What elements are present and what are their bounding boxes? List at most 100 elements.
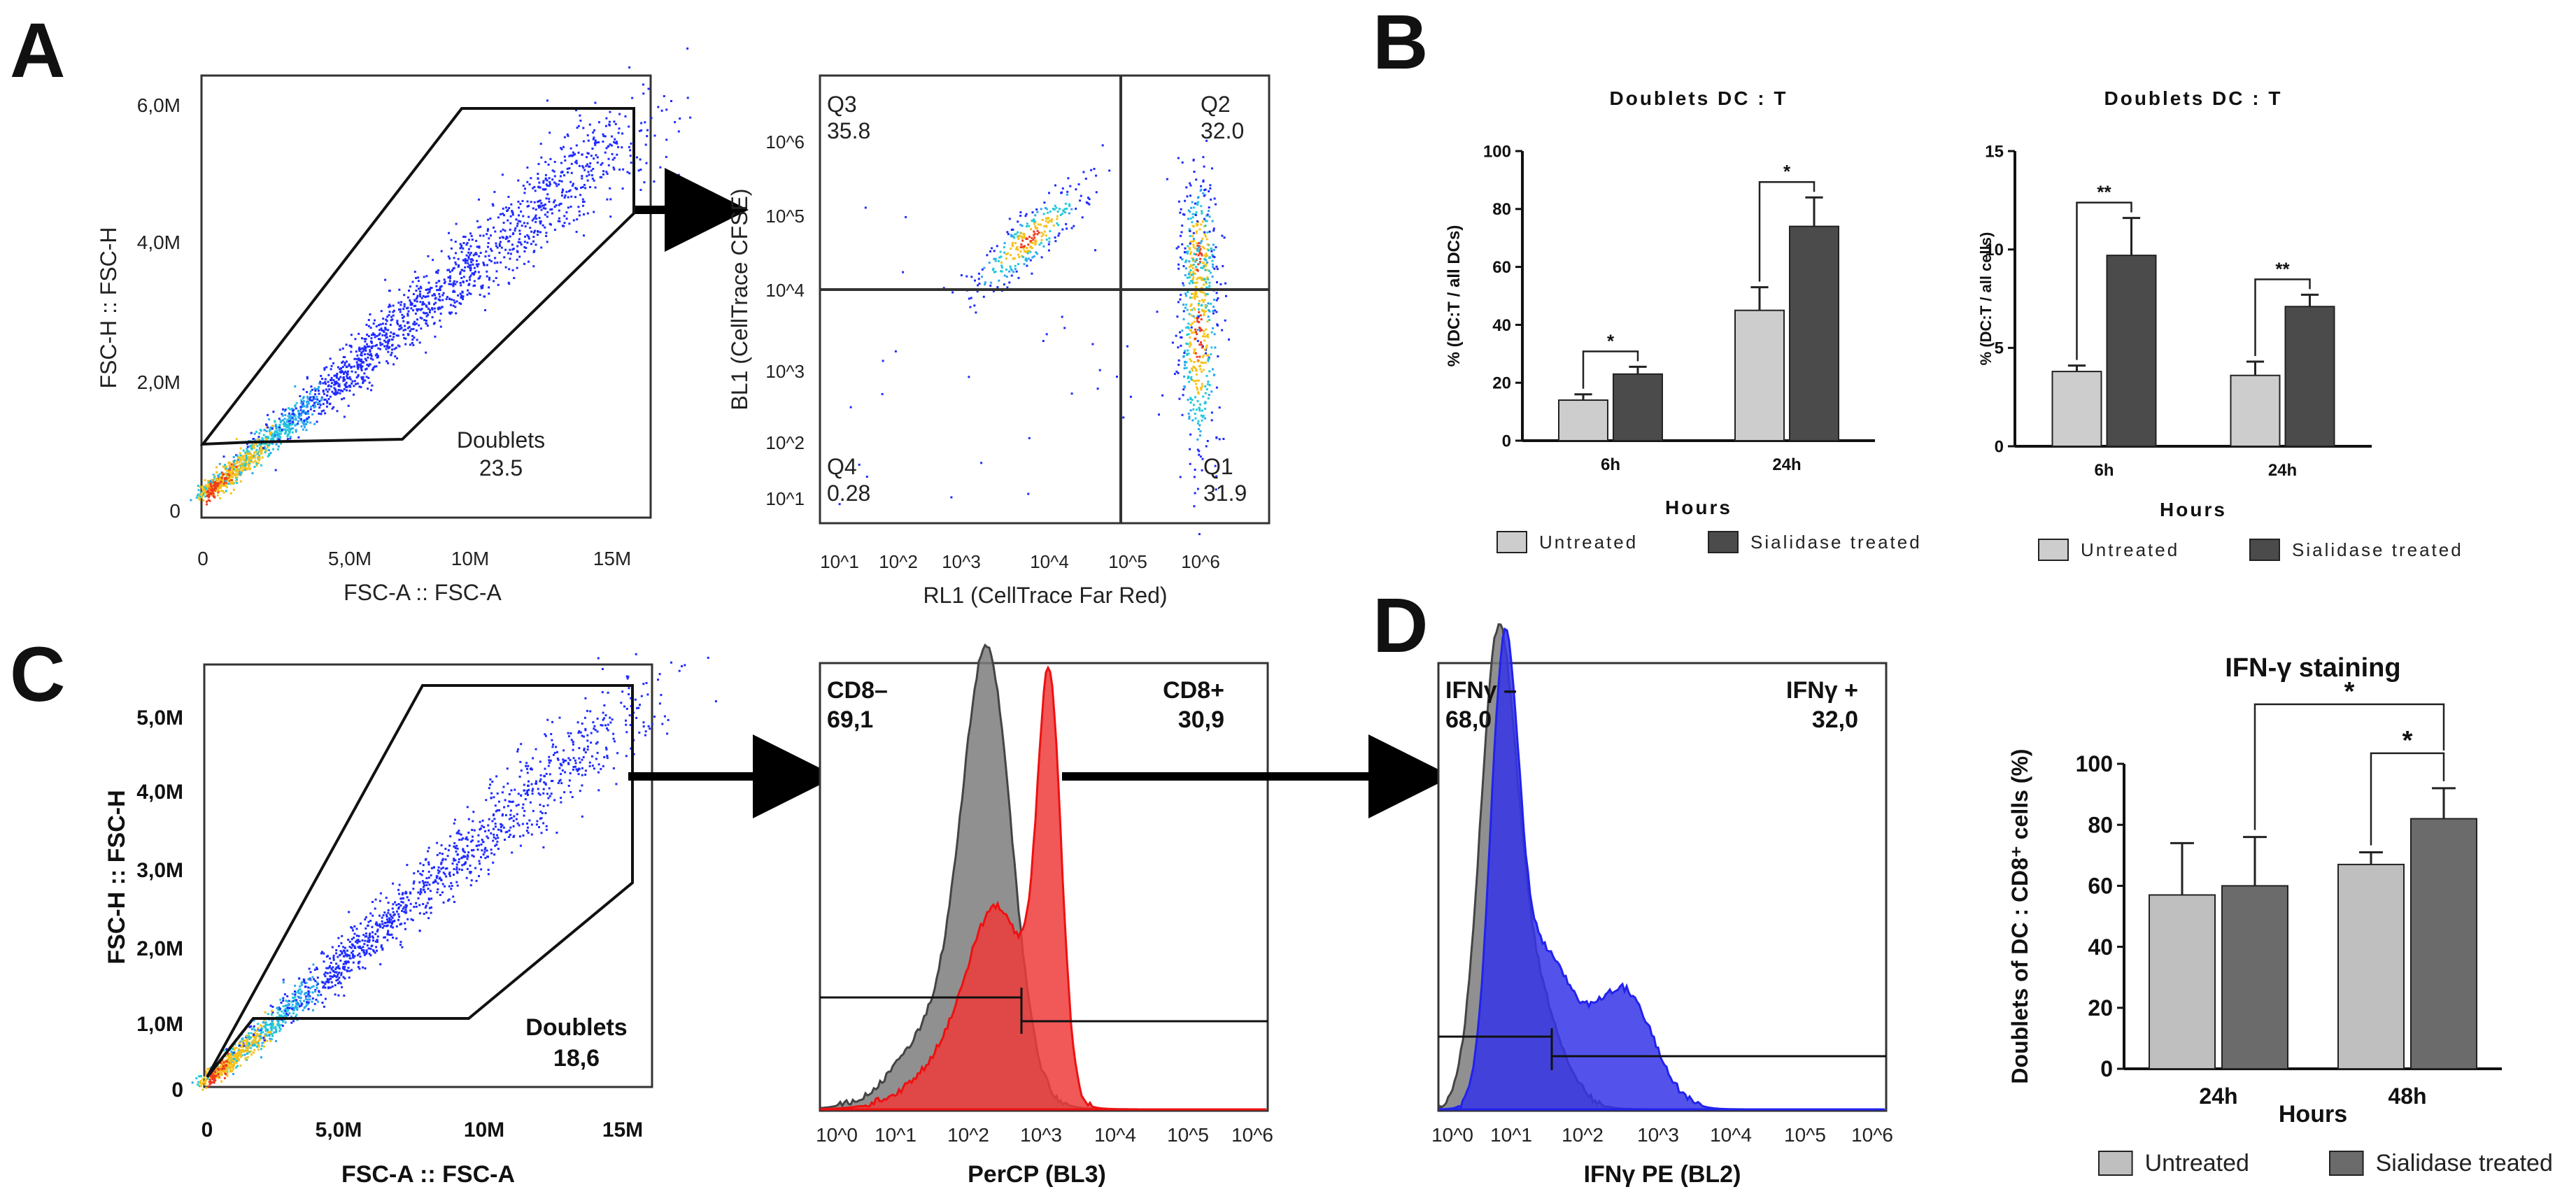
b-left-sig-bracket <box>1582 350 1639 389</box>
d-bar-ylabel: Doublets of DC : CD8⁺ cells (%) <box>2007 748 2032 1083</box>
b-left-sig-bracket <box>1758 180 1816 282</box>
d-bar-sig-span-bracket <box>2253 703 2445 830</box>
a-scatter-ytick: 4,0M <box>137 232 181 253</box>
a-quadrant-value: 35.8 <box>827 118 870 143</box>
a-quadrant-xtick: 10^4 <box>1030 551 1069 572</box>
panel-letter-c: C <box>10 632 65 718</box>
d-hist-xtick: 10^6 <box>1851 1124 1893 1146</box>
b-left-bar-untreated-24h <box>1734 309 1785 442</box>
c-scatter-ytick: 2,0M <box>136 937 183 960</box>
b-left-title: Doublets DC : T <box>1610 87 1788 109</box>
c-scatter-dots <box>191 653 717 1091</box>
c-scatter-xtick: 0 <box>201 1118 213 1142</box>
a-quadrant-value: 31.9 <box>1203 481 1247 506</box>
d-bar-sig-bracket <box>2370 752 2445 846</box>
b-right-ylabel: % (DC:T / all cells) <box>1977 232 1995 366</box>
a-quadrant-ytick: 10^5 <box>765 206 805 227</box>
c-histogram-areas <box>820 643 1266 1111</box>
c-gate-value: 18,6 <box>553 1045 600 1072</box>
c-hist-xtick: 10^2 <box>947 1124 989 1146</box>
b-left-category-label: 24h <box>1772 455 1801 474</box>
c-scatter-xtick: 15M <box>602 1118 643 1142</box>
b-right-ytick-label: 10 <box>1985 241 2004 260</box>
c-gate-neg-label: CD8– <box>827 677 888 704</box>
b-right-ytick-label: 0 <box>1995 437 2004 456</box>
panel-letter-b: B <box>1373 0 1428 85</box>
a-quadrant-xtick: 10^3 <box>942 551 981 572</box>
d-bar-ytick-label: 60 <box>2088 874 2113 899</box>
b-left-bar-untreated-6h <box>1558 399 1608 441</box>
a-quadrant-ytick: 10^2 <box>765 432 805 453</box>
a-quadrant-label: Q2 <box>1201 92 1231 117</box>
c-scatter-ytick: 1,0M <box>136 1013 183 1036</box>
c-scatter-ylabel: FSC-H :: FSC-H <box>104 790 130 964</box>
b-left-ylabel: % (DC:T / all DCs) <box>1445 225 1464 367</box>
d-histogram: IFNγ – 68,0 IFNγ + 32,0 10^0 10^1 10^2 1… <box>1431 623 1893 1188</box>
c-scatter-ytick: 4,0M <box>136 781 183 804</box>
c-gate-pos-label: CD8+ <box>1163 677 1224 704</box>
b-left-ytick-label: 0 <box>1502 432 1511 450</box>
c-hist-xtick: 10^3 <box>1020 1124 1062 1146</box>
d-hist-xlabel: IFNγ PE (BL2) <box>1584 1161 1741 1188</box>
a-scatter-xtick: 0 <box>197 548 208 569</box>
panel-letter-d: D <box>1373 583 1428 669</box>
d-hist-xtick: 10^2 <box>1562 1124 1604 1146</box>
b-left-ytick-label: 40 <box>1492 316 1511 335</box>
d-bar-ytick-label: 100 <box>2076 751 2113 776</box>
d-bar-ytick-label: 0 <box>2100 1056 2113 1081</box>
c-gate-pos-value: 30,9 <box>1178 706 1224 733</box>
a-scatter-xtick: 5,0M <box>328 548 371 569</box>
a-quadrant-label: Q4 <box>827 454 857 479</box>
c-scatter-plot: Doublets 18,6 0 5,0M 10M 15M 0 1,0M 2,0M… <box>104 653 717 1188</box>
b-left-sig-star: * <box>1783 161 1791 182</box>
a-scatter-xlabel: FSC-A :: FSC-A <box>344 580 502 605</box>
b-left-ytick-label: 80 <box>1492 200 1511 219</box>
d-bar-ytick-label: 20 <box>2088 995 2113 1021</box>
c-scatter-ytick: 5,0M <box>136 706 183 730</box>
b-right-legend-swatch-untreated <box>2038 539 2069 561</box>
b-right-xlabel: Hours <box>2160 499 2227 520</box>
b-right-legend-label: Untreated <box>2081 539 2179 560</box>
d-gate-neg-value: 68,0 <box>1445 706 1492 733</box>
d-bar-bar-sialidase-48h <box>2410 818 2477 1069</box>
c-scatter-xtick: 10M <box>464 1118 504 1142</box>
d-bar-chart: IFN-γ staining 0 20 40 60 80 100 Doublets of DC… <box>2007 653 2553 1177</box>
a-gate-name: Doublets <box>457 427 545 453</box>
d-bar-category-label: 48h <box>2388 1083 2426 1109</box>
b-right-chart: Doublets DC : T 0 5 10 15 % (DC:T / all cells… <box>1977 87 2463 561</box>
d-bar-sig-star: * <box>2402 726 2413 755</box>
a-scatter-ytick: 6,0M <box>137 94 181 116</box>
b-right-category-label: 24h <box>2268 461 2297 480</box>
a-scatter-plot: Doublets 23.5 0 5,0M 10M 15M 0 2,0M 4,0M… <box>96 47 692 605</box>
d-bar-ytick-label: 80 <box>2088 812 2113 837</box>
d-bar-title: IFN-γ staining <box>2225 653 2400 683</box>
d-gate-neg-label: IFNγ – <box>1445 677 1517 704</box>
c-doublets-gate <box>206 684 634 1079</box>
d-bar-ytick-label: 40 <box>2088 934 2113 960</box>
d-hist-xtick: 10^4 <box>1710 1124 1752 1146</box>
a-quadrant-dots <box>838 139 1230 536</box>
b-right-legend-label: Sialidase treated <box>2292 539 2463 560</box>
a-gate-value: 23.5 <box>479 455 523 481</box>
a-quadrant-value: 32.0 <box>1201 118 1244 143</box>
a-quadrant-ytick: 10^3 <box>765 361 805 382</box>
d-hist-xtick: 10^3 <box>1637 1124 1679 1146</box>
d-bar-legend-label: Untreated <box>2145 1150 2249 1177</box>
a-scatter-ylabel: FSC-H :: FSC-H <box>96 227 121 388</box>
b-left-ytick-label: 60 <box>1492 258 1511 277</box>
c-hist-xtick: 10^5 <box>1167 1124 1209 1146</box>
d-bar-category-label: 24h <box>2199 1083 2237 1109</box>
a-scatter-xtick: 15M <box>593 548 631 569</box>
b-right-ytick-label: 15 <box>1985 142 2004 161</box>
b-left-sig-star: * <box>1607 330 1615 351</box>
b-right-sig-bracket <box>2076 201 2132 360</box>
b-left-legend-label: Sialidase treated <box>1750 532 1922 553</box>
c-scatter-xlabel: FSC-A :: FSC-A <box>341 1161 515 1188</box>
c-scatter-xtick: 5,0M <box>316 1118 362 1142</box>
a-doublets-gate <box>199 107 635 446</box>
b-right-bar-untreated-24h <box>2230 374 2281 447</box>
a-quadrant-label: Q3 <box>827 92 857 117</box>
b-left-category-label: 6h <box>1601 455 1620 474</box>
a-quadrant-xtick: 10^5 <box>1108 551 1147 572</box>
